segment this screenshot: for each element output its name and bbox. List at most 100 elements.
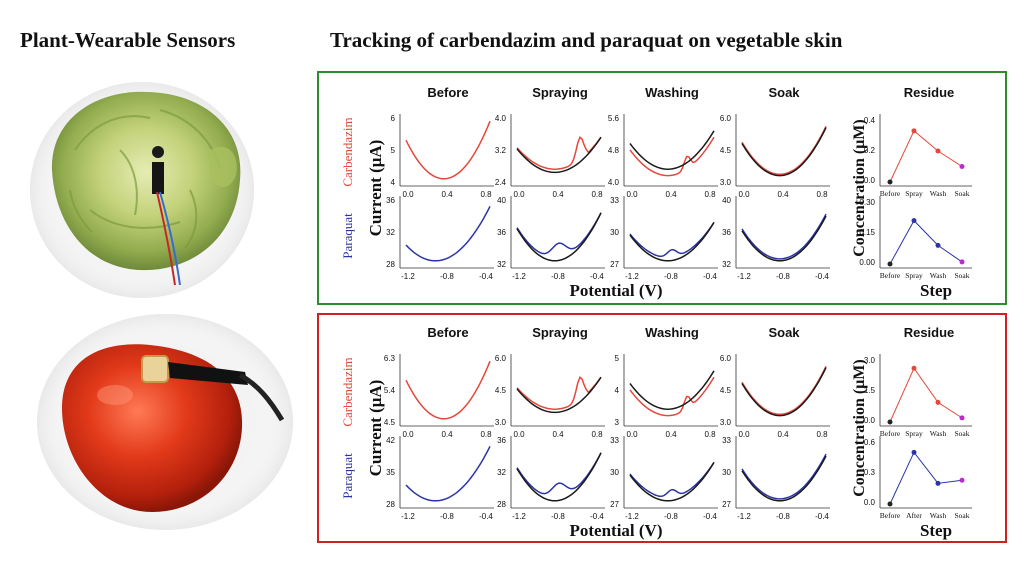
x-tick-label: 0.8 — [704, 190, 716, 199]
y-tick-label: 6.0 — [720, 354, 732, 363]
y-tick-label: 32 — [497, 468, 506, 477]
x-tick-label: -1.2 — [737, 512, 751, 521]
y-tick-label: 28 — [497, 500, 506, 509]
x-tick-label: 0.4 — [441, 430, 453, 439]
tomato-panel: Before Spraying Washing Soak Residue Carbenda… — [340, 325, 972, 540]
residue-point — [911, 449, 917, 455]
sensor-patch-icon — [141, 355, 169, 383]
residue-y-tick: 3.0 — [864, 356, 876, 365]
x-tick-label: -0.8 — [440, 512, 454, 521]
residue-point — [959, 477, 965, 483]
carbendazim-signal-curve — [516, 136, 602, 170]
x-tick-label: -0.4 — [815, 272, 829, 281]
step-header-spraying: Spraying — [532, 85, 588, 100]
y-tick-label: 4.5 — [720, 386, 732, 395]
y-tick-label: 30 — [610, 468, 619, 477]
residue-x-tick: Soak — [955, 271, 970, 280]
x-tick-label: -0.8 — [551, 272, 565, 281]
x-tick-label: -0.8 — [776, 272, 790, 281]
x-tick-label: -1.2 — [512, 512, 526, 521]
residue-y-tick: 0.0 — [864, 498, 876, 507]
carbendazim-baseline-curve — [516, 376, 602, 414]
current-axis-label: Current (μA) — [366, 140, 385, 237]
y-tick-label: 40 — [722, 196, 731, 205]
residue-x-tick: Spray — [905, 271, 923, 280]
residue-x-tick: Soak — [955, 429, 970, 438]
y-tick-label: 5.4 — [384, 386, 396, 395]
x-tick-label: -0.8 — [664, 512, 678, 521]
y-tick-label: 5 — [615, 354, 620, 363]
y-tick-label: 4.0 — [608, 178, 620, 187]
x-tick-label: -1.2 — [401, 272, 415, 281]
step-header-soak: Soak — [768, 85, 800, 100]
y-tick-label: 6.0 — [495, 354, 507, 363]
residue-y-tick: 0.2 — [864, 146, 876, 155]
residue-point — [959, 415, 965, 421]
y-tick-label: 33 — [610, 436, 619, 445]
carbendazim-row-label: Carbendazim — [340, 357, 355, 426]
x-tick-label: -0.8 — [440, 272, 454, 281]
residue-point — [935, 399, 941, 405]
x-tick-label: 0.8 — [816, 430, 828, 439]
y-tick-label: 5.6 — [608, 114, 620, 123]
paraquat-baseline-curve — [516, 212, 602, 262]
x-tick-label: 0.4 — [441, 190, 453, 199]
concentration-axis-label: Concentration (μM) — [851, 119, 868, 256]
x-tick-label: -0.4 — [815, 512, 829, 521]
y-tick-label: 3.2 — [495, 146, 507, 155]
y-tick-label: 42 — [386, 436, 395, 445]
residue-x-tick: Before — [880, 189, 901, 198]
carbendazim-signal-curve — [405, 360, 491, 420]
tomato-photo — [37, 314, 293, 530]
y-tick-label: 32 — [497, 260, 506, 269]
carbendazim-signal-curve — [516, 376, 602, 410]
x-tick-label: 0.0 — [626, 430, 638, 439]
y-tick-label: 4.8 — [608, 146, 620, 155]
x-tick-label: -0.4 — [703, 272, 717, 281]
paraquat-baseline-curve — [629, 222, 715, 262]
step-axis-label: Step — [920, 281, 952, 300]
y-tick-label: 36 — [722, 228, 731, 237]
carbendazim-signal-curve — [629, 136, 715, 177]
x-tick-label: 0.0 — [402, 430, 414, 439]
x-tick-label: -1.2 — [737, 272, 751, 281]
y-tick-label: 27 — [722, 500, 731, 509]
y-tick-label: 3.0 — [720, 178, 732, 187]
y-tick-label: 27 — [610, 500, 619, 509]
step-axis-label: Step — [920, 521, 952, 540]
y-tick-label: 4 — [615, 386, 620, 395]
y-tick-label: 4.5 — [384, 418, 396, 427]
lettuce-photo — [30, 82, 254, 298]
carbendazim-baseline-curve — [741, 367, 827, 417]
paraquat-signal-curve — [629, 461, 715, 498]
y-tick-label: 6 — [391, 114, 396, 123]
residue-y-tick: 1.5 — [864, 386, 876, 395]
residue-point — [887, 501, 893, 507]
step-header-washing: Washing — [645, 85, 699, 100]
y-tick-label: 4 — [391, 178, 396, 187]
x-tick-label: 0.8 — [591, 190, 603, 199]
y-tick-label: 5 — [391, 146, 396, 155]
x-tick-label: 0.8 — [816, 190, 828, 199]
potential-axis-label: Potential (V) — [569, 521, 662, 540]
paraquat-signal-curve — [741, 213, 827, 260]
x-tick-label: 0.8 — [591, 430, 603, 439]
y-tick-label: 36 — [497, 436, 506, 445]
x-tick-label: -1.2 — [625, 512, 639, 521]
y-tick-label: 2.4 — [495, 178, 507, 187]
residue-y-tick: 0.3 — [864, 468, 876, 477]
residue-x-tick: Before — [880, 271, 901, 280]
x-tick-label: 0.0 — [626, 190, 638, 199]
y-tick-label: 30 — [610, 228, 619, 237]
sensor-clip-icon — [152, 162, 164, 194]
x-tick-label: -0.8 — [664, 272, 678, 281]
residue-x-tick: Wash — [930, 189, 947, 198]
residue-point — [911, 218, 917, 224]
residue-x-tick: Wash — [930, 429, 947, 438]
x-tick-label: 0.0 — [738, 190, 750, 199]
residue-point — [887, 179, 893, 185]
step-header-residue: Residue — [904, 85, 955, 100]
residue-x-tick: Soak — [955, 189, 970, 198]
x-tick-label: 0.8 — [480, 190, 492, 199]
residue-x-tick: Wash — [930, 271, 947, 280]
